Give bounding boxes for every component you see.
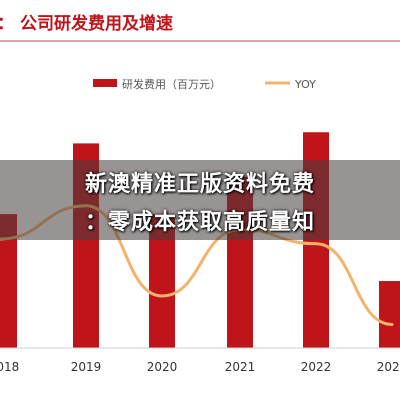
x-tick-label-2018: 2018 bbox=[0, 360, 19, 374]
chart-title-bar: ： 公司研发费用及增速 bbox=[0, 6, 400, 36]
legend-bar-swatch bbox=[93, 79, 117, 87]
overlay-headline-line1: 新澳精准正版资料免费 bbox=[84, 172, 315, 197]
x-tick-label-2022: 2022 bbox=[301, 360, 332, 374]
x-tick-label-2021: 2021 bbox=[225, 360, 256, 374]
x-tick-label-2020: 2020 bbox=[147, 360, 178, 374]
legend-bar-label: 研发费用（百万元） bbox=[122, 77, 221, 91]
x-tick-labels: 2018 2019 2020 2021 2022 2023 bbox=[0, 360, 400, 374]
title-prefix: ： bbox=[0, 9, 14, 34]
watermark-overlay-band bbox=[0, 160, 400, 240]
legend-line-label: YOY bbox=[294, 78, 316, 91]
overlay-headline-line2: ：零成本获取高质量知 bbox=[84, 210, 315, 235]
title-divider bbox=[0, 40, 400, 42]
bar-2018 bbox=[0, 214, 17, 348]
x-tick-label-2023: 2023 bbox=[377, 360, 400, 374]
chart-title: 公司研发费用及增速 bbox=[20, 13, 173, 34]
legend: 研发费用（百万元） YOY bbox=[93, 77, 316, 91]
bar-2023 bbox=[379, 281, 400, 348]
x-tick-label-2019: 2019 bbox=[71, 360, 102, 374]
